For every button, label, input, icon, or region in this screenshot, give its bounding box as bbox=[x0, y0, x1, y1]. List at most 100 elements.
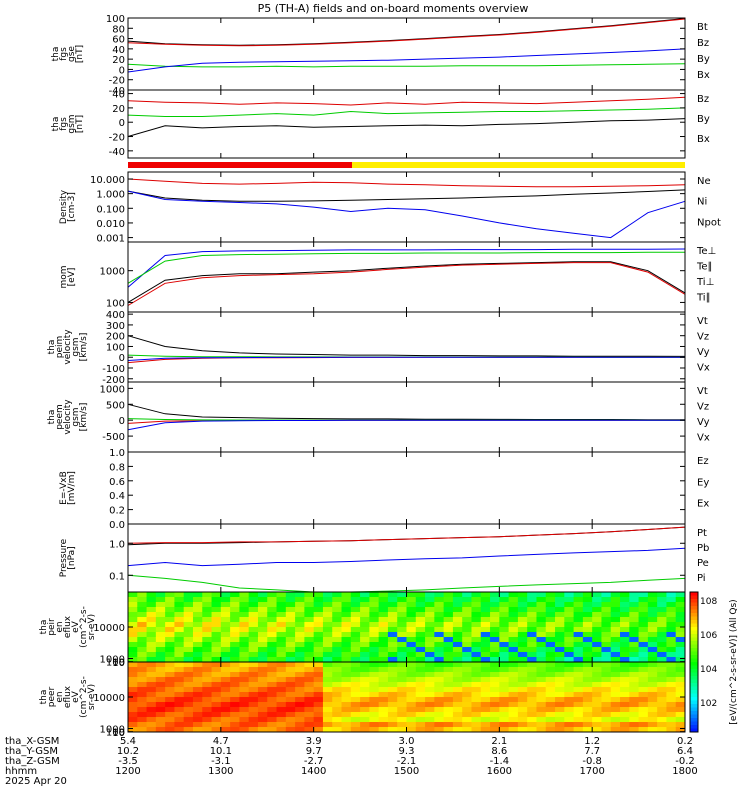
spectrogram-cell bbox=[480, 677, 491, 683]
spectrogram-cell bbox=[192, 697, 203, 703]
spectrogram-cell bbox=[415, 692, 426, 698]
spectrogram-cell bbox=[490, 682, 500, 688]
spectrogram-cell bbox=[675, 607, 686, 613]
spectrogram-cell bbox=[415, 662, 426, 668]
spectrogram-cell bbox=[675, 717, 686, 723]
y-tick-label: 10 bbox=[112, 728, 125, 739]
spectrogram-cell bbox=[128, 642, 138, 648]
spectrogram-cell bbox=[192, 727, 203, 733]
spectrogram-cell bbox=[276, 682, 287, 688]
spectrogram-cell bbox=[582, 702, 593, 708]
spectrogram-cell bbox=[211, 712, 222, 718]
spectrogram-cell bbox=[332, 647, 343, 653]
spectrogram-cell bbox=[397, 667, 407, 673]
spectrogram-cell bbox=[610, 612, 621, 618]
spectrogram-cell bbox=[341, 687, 352, 693]
spectrogram-cell bbox=[490, 617, 500, 623]
spectrogram-cell bbox=[332, 692, 343, 698]
spectrogram-cell bbox=[322, 647, 333, 653]
spectrogram-cell bbox=[202, 647, 213, 653]
spectrogram-cell bbox=[434, 642, 445, 648]
spectrogram-cell bbox=[536, 622, 547, 628]
spectrogram-cell bbox=[165, 727, 175, 733]
spectrogram-cell bbox=[192, 672, 203, 678]
spectrogram-cell bbox=[406, 657, 417, 663]
spectrogram-cell bbox=[480, 597, 491, 603]
y-axis-label: eflux bbox=[63, 685, 73, 708]
spectrogram-cell bbox=[174, 652, 185, 658]
spectrogram-cell bbox=[490, 667, 500, 673]
y-axis-label: [eV] bbox=[67, 268, 77, 287]
spectrogram-cell bbox=[165, 627, 175, 633]
spectrogram-cell bbox=[192, 667, 203, 673]
y-tick-label: 1.0 bbox=[109, 539, 125, 550]
spectrogram-cell bbox=[675, 642, 686, 648]
spectrogram-cell bbox=[555, 647, 565, 653]
spectrogram-cell bbox=[573, 617, 584, 623]
spectrogram-cell bbox=[285, 692, 296, 698]
spectrogram-cell bbox=[165, 642, 175, 648]
spectrogram-cell bbox=[406, 712, 417, 718]
spectrogram-cell bbox=[313, 667, 324, 673]
spectrogram-cell bbox=[285, 592, 296, 598]
spectrogram-cell bbox=[202, 637, 213, 643]
x-tick-value: 7.7 bbox=[584, 746, 600, 757]
spectrogram-cell bbox=[192, 607, 203, 613]
spectrogram-cell bbox=[434, 692, 445, 698]
spectrogram-cell bbox=[341, 597, 352, 603]
spectrogram-cell bbox=[341, 637, 352, 643]
spectrogram-cell bbox=[555, 597, 565, 603]
y-axis-label: [nPa] bbox=[67, 546, 77, 569]
spectrogram-cell bbox=[248, 697, 259, 703]
spectrogram-cell bbox=[285, 647, 296, 653]
spectrogram-cell bbox=[536, 642, 547, 648]
spectrogram-cell bbox=[462, 707, 472, 713]
spectrogram-cell bbox=[499, 612, 510, 618]
spectrogram-cell bbox=[183, 637, 194, 643]
spectrogram-cell bbox=[638, 702, 649, 708]
spectrogram-cell bbox=[462, 662, 472, 668]
spectrogram-cell bbox=[155, 632, 166, 638]
spectrogram-cell bbox=[378, 712, 389, 718]
spectrogram-cell bbox=[211, 727, 222, 733]
spectrogram-cell bbox=[230, 592, 240, 598]
spectrogram-cell bbox=[592, 647, 602, 653]
spectrogram-cell bbox=[378, 722, 389, 728]
spectrogram-cell bbox=[220, 667, 231, 673]
spectrogram-cell bbox=[508, 647, 519, 653]
spectrogram-cell bbox=[332, 712, 343, 718]
series-line-Ti⊥ bbox=[127, 251, 685, 284]
spectrogram-cell bbox=[248, 702, 259, 708]
spectrogram-cell bbox=[425, 607, 435, 613]
spectrogram-cell bbox=[499, 667, 510, 673]
spectrogram-cell bbox=[434, 677, 445, 683]
spectrogram-cell bbox=[360, 627, 370, 633]
spectrogram-cell bbox=[211, 637, 222, 643]
spectrogram-cell bbox=[601, 702, 612, 708]
spectrogram-cell bbox=[657, 652, 667, 658]
spectrogram-cell bbox=[629, 727, 640, 733]
spectrogram-cell bbox=[564, 632, 575, 638]
colorbar-cell bbox=[690, 637, 698, 642]
spectrogram-cell bbox=[285, 627, 296, 633]
spectrogram-cell bbox=[527, 637, 537, 643]
spectrogram-cell bbox=[128, 592, 138, 598]
spectrogram-cell bbox=[425, 592, 435, 598]
spectrogram-cell bbox=[192, 612, 203, 618]
spectrogram-cell bbox=[332, 617, 343, 623]
spectrogram-cell bbox=[629, 712, 640, 718]
spectrogram-cell bbox=[452, 667, 463, 673]
spectrogram-cell bbox=[657, 707, 667, 713]
spectrogram-cell bbox=[192, 627, 203, 633]
spectrogram-cell bbox=[610, 662, 621, 668]
spectrogram-cell bbox=[592, 622, 602, 628]
spectrogram-cell bbox=[220, 692, 231, 698]
spectrogram-cell bbox=[285, 642, 296, 648]
spectrogram-cell bbox=[480, 592, 491, 598]
spectrogram-cell bbox=[666, 722, 677, 728]
spectrogram-cell bbox=[499, 617, 510, 623]
spectrogram-cell bbox=[425, 697, 435, 703]
spectrogram-cell bbox=[536, 702, 547, 708]
spectrogram-cell bbox=[545, 617, 556, 623]
spectrogram-cell bbox=[610, 717, 621, 723]
